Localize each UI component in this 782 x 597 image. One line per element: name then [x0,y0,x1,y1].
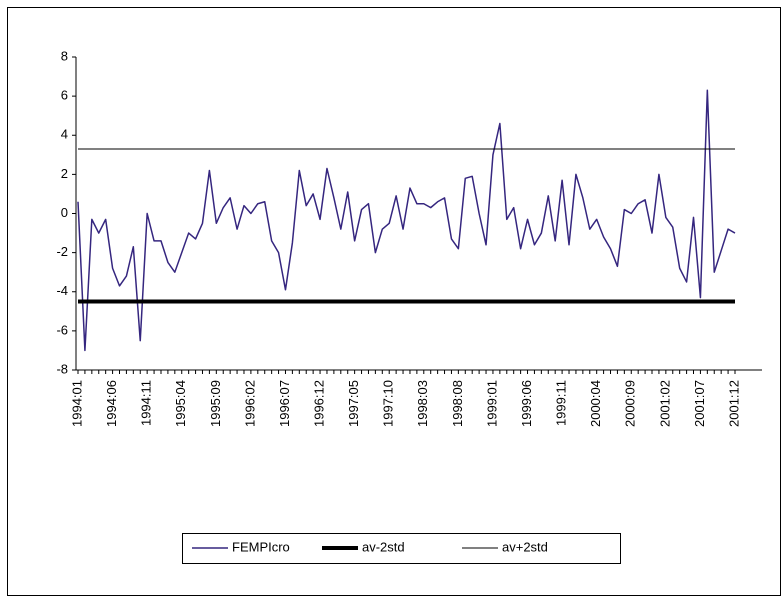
legend-label: av-2std [362,539,405,554]
x-tick-label: 1996:07 [277,380,292,427]
x-tick-label: 1996:02 [242,380,257,427]
x-tick-label: 2001:02 [657,380,672,427]
x-tick-label: 1998:03 [415,380,430,427]
y-tick-label: 2 [61,166,68,181]
y-tick-label: 0 [61,205,68,220]
x-tick-label: 1999:01 [484,380,499,427]
y-tick-label: -2 [56,244,68,259]
x-tick-label: 1996:12 [311,380,326,427]
legend-box [182,533,621,564]
y-tick-label: 8 [61,48,68,63]
x-tick-label: 2000:09 [623,380,638,427]
legend-label: av+2std [502,539,548,554]
y-tick-label: 6 [61,88,68,103]
x-tick-label: 2001:07 [692,380,707,427]
x-tick-label: 1995:04 [173,380,188,427]
y-tick-label: 4 [61,127,68,142]
x-tick-label: 1994:11 [139,380,154,426]
legend-label: FEMPIcro [232,539,290,554]
x-tick-label: 1997:05 [346,380,361,427]
y-tick-label: -6 [56,322,68,337]
x-tick-label: 2000:04 [588,380,603,427]
x-tick-label: 1994:01 [69,380,84,427]
x-tick-label: 1998:08 [450,380,465,427]
series-line [77,89,736,352]
x-tick-label: 1997:10 [381,380,396,427]
y-tick-label: -4 [56,283,68,298]
x-tick-label: 1995:09 [208,380,223,427]
x-tick-label: 1999:11 [554,380,569,426]
x-tick-label: 2001:12 [726,380,741,427]
y-tick-label: -8 [56,361,68,376]
x-tick-label: 1994:06 [104,380,119,427]
x-tick-label: 1999:06 [519,380,534,427]
